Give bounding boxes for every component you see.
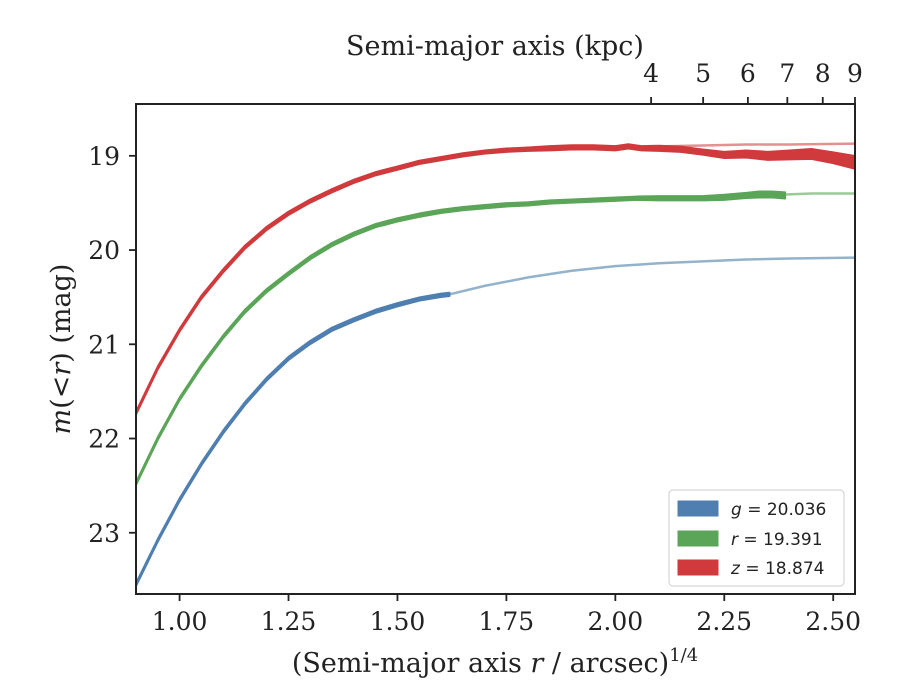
top-x-tick-label: 4	[643, 59, 659, 88]
x-tick-label: 2.50	[805, 607, 861, 636]
plot-frame	[135, 103, 856, 595]
top-x-tick-label: 6	[740, 59, 756, 88]
top-x-tick-label: 8	[815, 59, 831, 88]
y-tick-label: 23	[88, 519, 120, 548]
top-x-tick-label: 7	[779, 59, 795, 88]
x-tick-label: 2.00	[587, 607, 643, 636]
top-x-tick-label: 9	[847, 59, 863, 88]
legend-label-r: r = 19.391	[731, 530, 823, 550]
top-x-axis-title: Semi-major axis (kpc)	[346, 31, 644, 62]
series-layer	[136, 142, 855, 588]
ticks-layer: 1.00 1.25 1.50 1.75 2.00 2.25 2.50 19 20 21 22 23 4 5…	[88, 59, 863, 636]
series-model-line-r	[785, 192, 855, 196]
x-tick-label: 1.50	[370, 607, 426, 636]
y-tick-label: 21	[88, 330, 120, 359]
top-x-tick-label: 5	[695, 59, 711, 88]
series-band-z	[136, 143, 855, 416]
legend-label-z: z = 18.874	[730, 559, 824, 579]
y-tick-label: 20	[88, 236, 120, 265]
x-tick-label: 1.75	[479, 607, 535, 636]
series-model-line-g	[449, 256, 855, 296]
series-band-r	[136, 190, 787, 487]
legend-swatch-z	[677, 559, 719, 576]
x-axis-title: (Semi-major axis r / arcsec)1/4	[292, 645, 698, 679]
x-tick-label: 2.25	[696, 607, 752, 636]
legend-swatch-r	[677, 530, 719, 547]
legend-swatch-g	[677, 500, 719, 517]
legend: g = 20.036 r = 19.391 z = 18.874	[668, 489, 845, 587]
legend-label-g: g = 20.036	[731, 500, 826, 520]
y-tick-label: 22	[88, 425, 120, 454]
x-tick-label: 1.25	[261, 607, 317, 636]
y-axis-title: m(<r) (mag)	[46, 264, 77, 435]
x-tick-label: 1.00	[152, 607, 208, 636]
y-tick-label: 19	[88, 142, 120, 171]
series-band-g	[136, 291, 451, 588]
